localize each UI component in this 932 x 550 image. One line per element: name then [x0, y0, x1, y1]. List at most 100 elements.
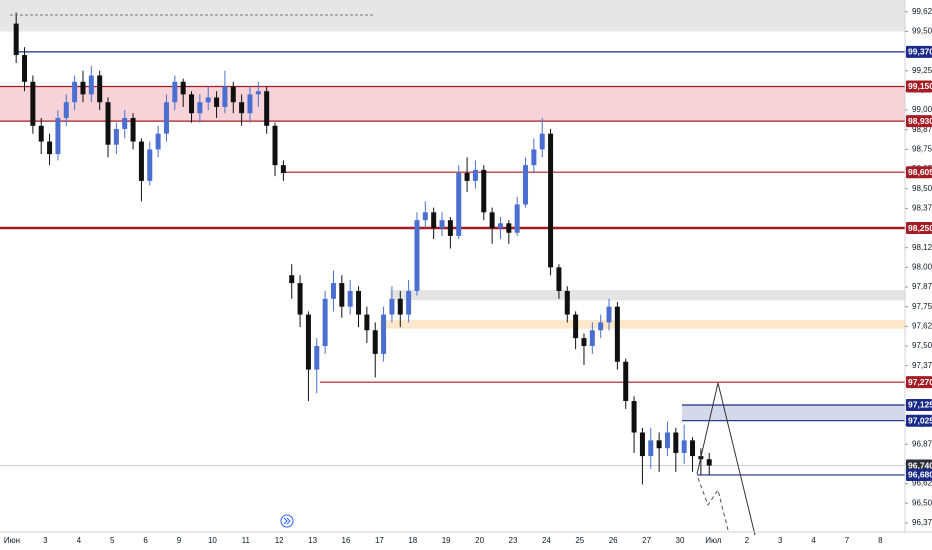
- x-tick-label: 10: [208, 536, 217, 545]
- zone: [682, 404, 905, 421]
- candle-body: [205, 97, 211, 103]
- candle-body: [180, 81, 186, 95]
- candle-body: [556, 267, 562, 291]
- candle-body: [155, 133, 161, 150]
- price-label: 96,680: [908, 470, 932, 480]
- price-label-box: [906, 115, 932, 128]
- candle-body: [523, 165, 529, 205]
- candle-body: [656, 440, 662, 449]
- candle-body: [264, 91, 270, 126]
- candle-body: [506, 223, 512, 233]
- candle-body: [297, 283, 303, 315]
- candle-body: [63, 102, 69, 118]
- candle-body: [22, 55, 28, 82]
- candle-body: [230, 86, 236, 103]
- candle-body: [531, 149, 537, 166]
- x-tick-label: 30: [676, 536, 685, 545]
- y-tick-label: 98,750: [912, 145, 932, 154]
- x-tick-label: 17: [375, 536, 384, 545]
- y-tick-label: 97,875: [912, 282, 932, 291]
- price-label: 99,370: [908, 47, 932, 57]
- x-tick-label: 3: [778, 536, 783, 545]
- y-tick-label: 99,500: [912, 27, 932, 36]
- candle-body: [422, 212, 428, 221]
- y-tick-label: 96,500: [912, 498, 932, 507]
- candle-body: [172, 81, 178, 103]
- candle-body: [197, 102, 203, 114]
- candle-body: [397, 298, 403, 315]
- candle-body: [623, 361, 629, 402]
- candle-body: [573, 314, 579, 339]
- price-label-box: [906, 222, 932, 235]
- y-tick-label: 97,375: [912, 361, 932, 370]
- candle-body: [113, 128, 119, 145]
- candle-body: [280, 165, 286, 173]
- candle-body: [706, 459, 712, 466]
- x-tick-label: 4: [811, 536, 816, 545]
- x-tick-label: 11: [242, 536, 251, 545]
- candle-body: [105, 102, 111, 145]
- x-tick-label: 19: [442, 536, 451, 545]
- candle-body: [372, 330, 378, 354]
- candle-body: [606, 306, 612, 323]
- candle-body: [598, 322, 604, 331]
- price-label: 97,025: [908, 415, 932, 425]
- candle-body: [514, 204, 520, 233]
- candle-body: [406, 290, 412, 315]
- candle-body: [222, 86, 228, 107]
- candle-body: [30, 81, 36, 126]
- candle-body: [356, 290, 362, 315]
- zone: [0, 0, 905, 32]
- candle-body: [55, 117, 61, 155]
- candle-body: [330, 283, 336, 299]
- price-label: 96,740: [908, 460, 932, 470]
- candle-body: [648, 440, 654, 457]
- candle-body: [38, 125, 44, 142]
- x-tick-label: 3: [43, 536, 48, 545]
- candle-body: [431, 212, 437, 229]
- y-tick-label: 96,375: [912, 518, 932, 527]
- y-tick-label: 99,000: [912, 105, 932, 114]
- x-tick-label: 13: [308, 536, 317, 545]
- price-label: 97,270: [908, 377, 932, 387]
- price-label-box: [906, 459, 932, 472]
- zone: [390, 290, 905, 301]
- x-tick-label: 2: [745, 536, 750, 545]
- x-tick-label: 16: [342, 536, 351, 545]
- candle-body: [347, 290, 353, 307]
- y-tick-label: 97,500: [912, 341, 932, 350]
- candle-body: [47, 141, 53, 155]
- candle-body: [464, 172, 470, 181]
- candle-body: [88, 75, 94, 95]
- candle-body: [122, 117, 128, 129]
- candle-body: [322, 298, 328, 346]
- x-tick-label: 23: [509, 536, 518, 545]
- candle-body: [439, 220, 445, 229]
- candle-body: [472, 169, 478, 181]
- candle-body: [639, 432, 645, 457]
- zone: [380, 320, 905, 329]
- y-tick-label: 98,500: [912, 184, 932, 193]
- candle-body: [414, 220, 420, 291]
- projection-line: [696, 382, 756, 536]
- price-label: 98,250: [908, 223, 932, 233]
- candle-body: [97, 75, 103, 103]
- x-tick-label: 4: [77, 536, 82, 545]
- x-tick-label: 26: [609, 536, 618, 545]
- price-label: 98,930: [908, 116, 932, 126]
- x-tick-label: 24: [542, 536, 551, 545]
- x-tick-label: 8: [878, 536, 883, 545]
- candle-body: [214, 97, 220, 107]
- candle-body: [13, 23, 19, 56]
- price-label-box: [906, 45, 932, 58]
- y-tick-label: 98,375: [912, 203, 932, 212]
- x-tick-label: 18: [408, 536, 417, 545]
- candle-body: [589, 330, 595, 346]
- candle-body: [72, 81, 78, 103]
- candle-body: [447, 220, 453, 236]
- y-tick-label: 97,750: [912, 302, 932, 311]
- y-tick-label: 98,000: [912, 262, 932, 271]
- candle-body: [664, 432, 670, 449]
- x-tick-label: Июл: [705, 536, 722, 545]
